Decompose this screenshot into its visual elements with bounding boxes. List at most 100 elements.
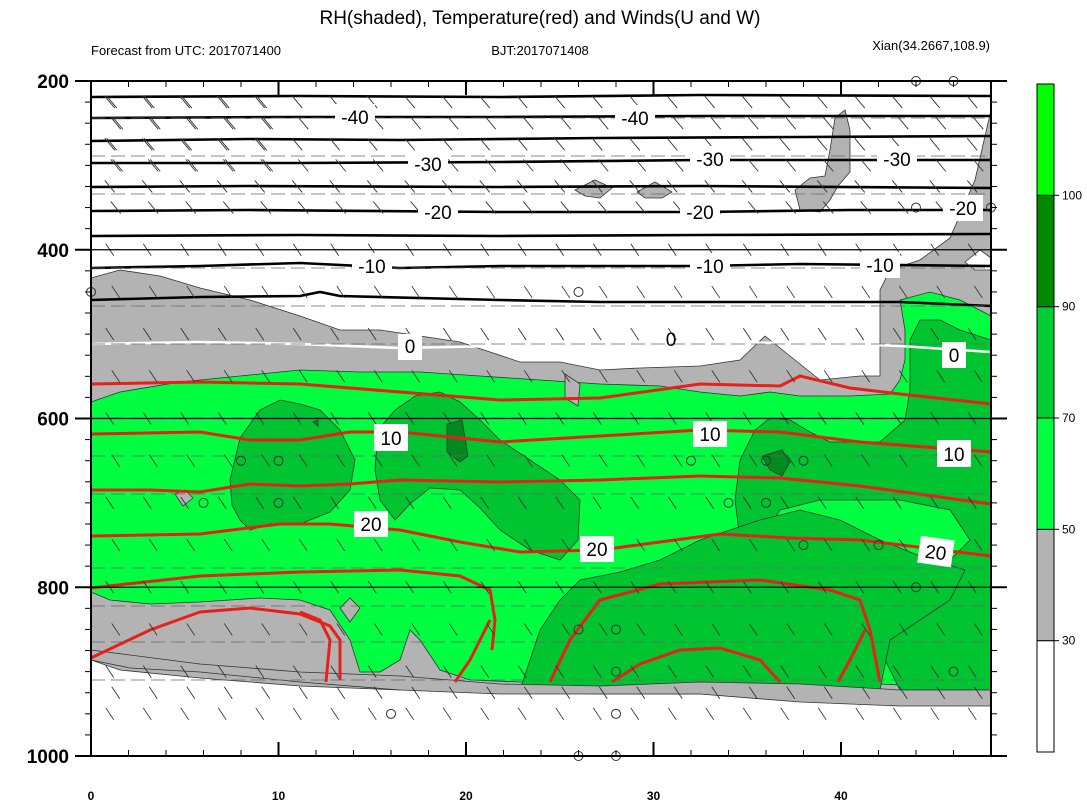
wind-barb — [898, 285, 908, 299]
wind-barb — [554, 180, 566, 193]
wind-barb — [104, 95, 116, 109]
colorbar-label: 70 — [1062, 411, 1076, 425]
wind-barb — [105, 665, 115, 678]
wind-barb — [143, 95, 155, 109]
contour-label: 0 — [666, 330, 677, 351]
wind-barb — [666, 137, 678, 151]
calm-marker — [761, 455, 771, 466]
wind-barb — [143, 137, 155, 151]
wind-barb — [366, 180, 378, 193]
colorbar: 30 50 70 90 100 — [1036, 83, 1082, 753]
wind-barb — [223, 623, 233, 636]
wind-barb — [479, 137, 491, 151]
wind-barb — [929, 180, 941, 193]
wind-barb — [630, 707, 640, 721]
colorbar-segment — [1036, 83, 1055, 196]
contour-label: 20 — [360, 515, 381, 536]
wind-barb — [217, 327, 227, 341]
wind-barb — [973, 454, 983, 467]
chart-title: RH(shaded), Temperature(red) and Winds(U… — [319, 8, 760, 29]
wind-barb — [635, 201, 647, 214]
wind-barb — [179, 95, 191, 109]
wind-barb — [930, 707, 940, 721]
wind-barb — [291, 180, 303, 193]
colorbar-label: 100 — [1062, 188, 1082, 202]
wind-barb — [672, 116, 684, 130]
wind-barb — [597, 159, 609, 172]
calm-marker — [611, 666, 621, 677]
wind-barb — [291, 137, 303, 151]
wind-barb — [591, 95, 603, 109]
wind-barb — [822, 116, 834, 130]
wind-barb — [555, 665, 565, 678]
wind-barb — [104, 180, 116, 193]
wind-barb — [816, 137, 828, 151]
contour-label: 20 — [924, 542, 948, 566]
calm-marker — [273, 455, 284, 466]
y-tick-label: 400 — [37, 241, 69, 262]
wind-barb — [486, 686, 496, 699]
wind-barb — [260, 201, 272, 214]
wind-barb — [112, 116, 124, 130]
wind-barb — [442, 327, 452, 341]
calm-marker — [273, 497, 284, 508]
contour-label: 20 — [586, 540, 607, 561]
wind-barb — [441, 180, 453, 193]
isotherm-line — [90, 428, 992, 454]
wind-barb — [936, 370, 946, 383]
wind-barb — [180, 707, 190, 721]
wind-barb — [292, 496, 302, 510]
x-axis: 0 10 20 30 40 — [88, 81, 992, 803]
wind-barb — [517, 327, 527, 341]
colorbar-segment — [1036, 640, 1055, 753]
wind-barb — [373, 454, 383, 467]
wind-barb — [636, 370, 646, 383]
wind-barb — [254, 180, 266, 193]
rh-darkgreen-region-3 — [312, 419, 319, 427]
wind-barb — [411, 285, 421, 299]
wind-barb — [523, 623, 533, 636]
wind-barb — [560, 201, 572, 214]
wind-barb — [486, 623, 496, 636]
wind-barb — [297, 116, 309, 130]
zero-isotherm-line — [90, 340, 992, 354]
isotherm-line — [836, 629, 867, 683]
wind-barb — [141, 95, 153, 109]
contour-label: 0 — [405, 337, 416, 358]
isotherm-line — [90, 114, 991, 120]
wind-barb — [105, 707, 115, 721]
wind-barb — [742, 707, 752, 721]
wind-barb — [261, 686, 271, 699]
wind-barb — [711, 370, 721, 383]
wind-barb — [929, 95, 941, 109]
wind-barb — [823, 623, 833, 636]
wind-barb — [560, 116, 572, 130]
wind-barb — [930, 496, 940, 510]
wind-barb — [967, 707, 977, 721]
wind-barb — [741, 137, 753, 151]
wind-barb — [329, 137, 341, 151]
wind-barb — [180, 665, 190, 678]
wind-barb — [741, 95, 753, 109]
wind-barb — [705, 327, 715, 341]
chart-subtitle-left: Forecast from UTC: 2017071400 — [91, 43, 281, 58]
wind-barb — [223, 370, 233, 383]
wind-barb — [673, 454, 683, 467]
wind-barb — [517, 496, 527, 510]
wind-barb — [854, 180, 866, 193]
contour-label: -30 — [696, 150, 723, 171]
wind-barb — [411, 370, 421, 383]
wind-barb — [817, 665, 827, 678]
wind-barb — [930, 327, 940, 341]
wind-barb — [711, 454, 721, 467]
wind-barb — [786, 623, 796, 636]
wind-barb — [673, 285, 683, 299]
rh-gray-island-3 — [636, 181, 673, 199]
wind-barb — [861, 285, 871, 299]
wind-barb — [216, 180, 228, 193]
wind-barb — [442, 665, 452, 678]
wind-barb — [255, 707, 265, 721]
wind-barb — [935, 116, 947, 130]
wind-barb — [523, 454, 533, 467]
wind-barb — [373, 686, 383, 699]
